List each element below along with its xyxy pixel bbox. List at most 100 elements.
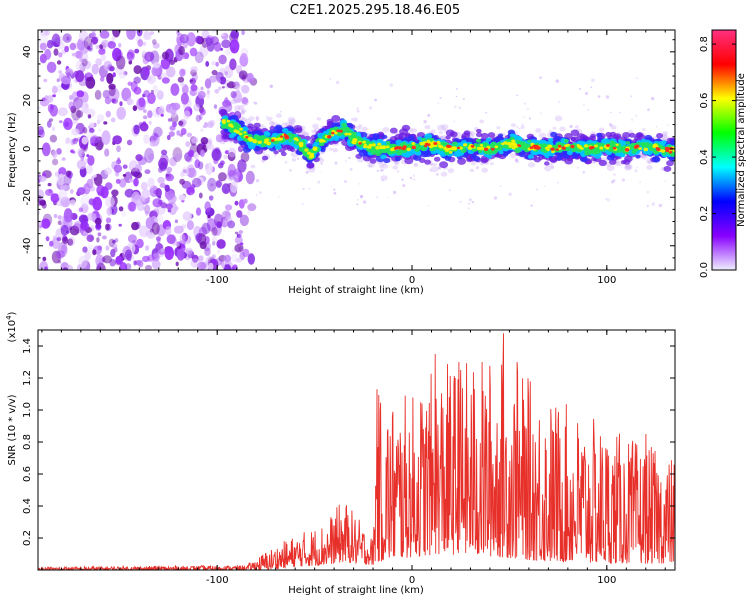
signal-speck <box>396 150 403 156</box>
noise-speck <box>56 60 62 65</box>
signal-speck <box>517 144 521 147</box>
spectrogram-y-tick-label: 40 <box>22 45 33 58</box>
signal-speck <box>565 143 570 147</box>
noise-speck <box>91 30 96 33</box>
signal-speck <box>313 141 319 146</box>
signal-speck <box>641 154 648 160</box>
noise-speck <box>51 150 58 159</box>
noise-speck <box>125 263 132 270</box>
faint-speck <box>329 78 332 80</box>
faint-speck <box>317 180 321 184</box>
noise-speck <box>165 171 172 179</box>
noise-speck <box>182 211 192 221</box>
noise-speck <box>52 85 58 94</box>
noise-speck <box>180 82 185 87</box>
noise-speck <box>104 96 112 105</box>
noise-speck <box>105 110 112 118</box>
signal-speck <box>463 143 468 147</box>
snr-panel: -100 0 100 0.2 0.4 0.6 0.8 1.0 1.2 1.4 Height of… <box>5 311 676 596</box>
noise-speck <box>186 132 193 138</box>
noise-speck <box>143 67 151 77</box>
faint-speck <box>530 204 533 207</box>
noise-speck <box>91 63 100 75</box>
faint-speck <box>634 169 638 173</box>
noise-speck <box>118 206 124 212</box>
faint-speck <box>458 106 462 109</box>
signal-speck <box>665 148 670 152</box>
noise-speck <box>96 237 100 243</box>
noise-speck <box>172 121 177 128</box>
spectrogram-y-tick-label: 0 <box>22 146 33 152</box>
signal-speck <box>529 146 534 150</box>
signal-speck <box>274 144 282 150</box>
signal-speck <box>554 135 562 142</box>
faint-speck <box>630 95 633 98</box>
signal-speck <box>273 150 279 155</box>
noise-speck <box>234 231 239 235</box>
spectrogram-frame <box>37 29 676 271</box>
signal-speck <box>638 147 642 150</box>
noise-speck <box>212 259 217 265</box>
noise-speck <box>131 221 139 231</box>
noise-speck <box>105 217 112 224</box>
colorbar-label: Normalized spectral amplitude <box>736 73 747 227</box>
signal-speck <box>625 141 631 145</box>
noise-speck <box>148 120 152 125</box>
noise-speck <box>92 249 97 256</box>
signal-speck <box>419 141 425 146</box>
noise-speck <box>46 39 54 49</box>
noise-speck <box>119 262 128 270</box>
noise-speck <box>51 250 62 264</box>
snr-x-ticks: -100 0 100 <box>41 330 666 586</box>
signal-speck <box>663 165 672 172</box>
spectrogram-x-tick-label: 0 <box>409 275 415 286</box>
faint-speck <box>289 169 292 172</box>
signal-speck <box>222 120 226 124</box>
noise-speck <box>38 106 41 110</box>
signal-speck <box>312 146 318 151</box>
noise-speck <box>202 125 206 128</box>
noise-speck <box>211 61 217 66</box>
noise-speck <box>167 208 172 213</box>
signal-speck <box>623 159 631 165</box>
signal-speck <box>430 166 439 173</box>
signal-speck <box>413 163 419 168</box>
noise-speck <box>190 66 198 73</box>
noise-speck <box>165 66 176 78</box>
noise-speck <box>122 174 127 177</box>
noise-speck <box>133 171 138 177</box>
signal-speck <box>358 124 363 128</box>
faint-speck <box>271 121 274 124</box>
snr-ylabel: SNR (10 * v/v) <box>7 394 18 465</box>
faint-speck <box>308 187 310 190</box>
colorbar-tick-label: 0.6 <box>699 93 710 109</box>
noise-speck <box>118 71 127 79</box>
noise-speck <box>79 58 84 62</box>
faint-speck <box>519 127 521 130</box>
snr-y-tick-label: 1.2 <box>22 370 33 386</box>
signal-speck <box>295 139 299 142</box>
noise-speck <box>111 243 118 250</box>
noise-speck <box>179 133 184 137</box>
signal-speck <box>226 119 231 123</box>
signal-speck <box>574 125 579 129</box>
noise-speck <box>64 45 69 53</box>
signal-speck <box>262 155 269 161</box>
signal-speck <box>298 143 303 147</box>
faint-speck <box>454 105 457 109</box>
noise-speck <box>246 72 254 83</box>
faint-speck <box>413 178 416 181</box>
noise-speck <box>94 217 102 226</box>
noise-speck <box>152 85 159 92</box>
signal-speck <box>480 132 489 140</box>
noise-speck <box>63 173 72 186</box>
signal-speck <box>550 157 558 163</box>
signal-speck <box>550 131 558 138</box>
faint-speck <box>344 160 347 162</box>
signal-speck <box>556 155 563 161</box>
noise-speck <box>204 247 211 256</box>
snr-multiplier-base: (x10 <box>7 320 18 343</box>
faint-speck <box>297 157 300 160</box>
noise-speck <box>45 189 54 196</box>
signal-speck <box>395 146 399 149</box>
